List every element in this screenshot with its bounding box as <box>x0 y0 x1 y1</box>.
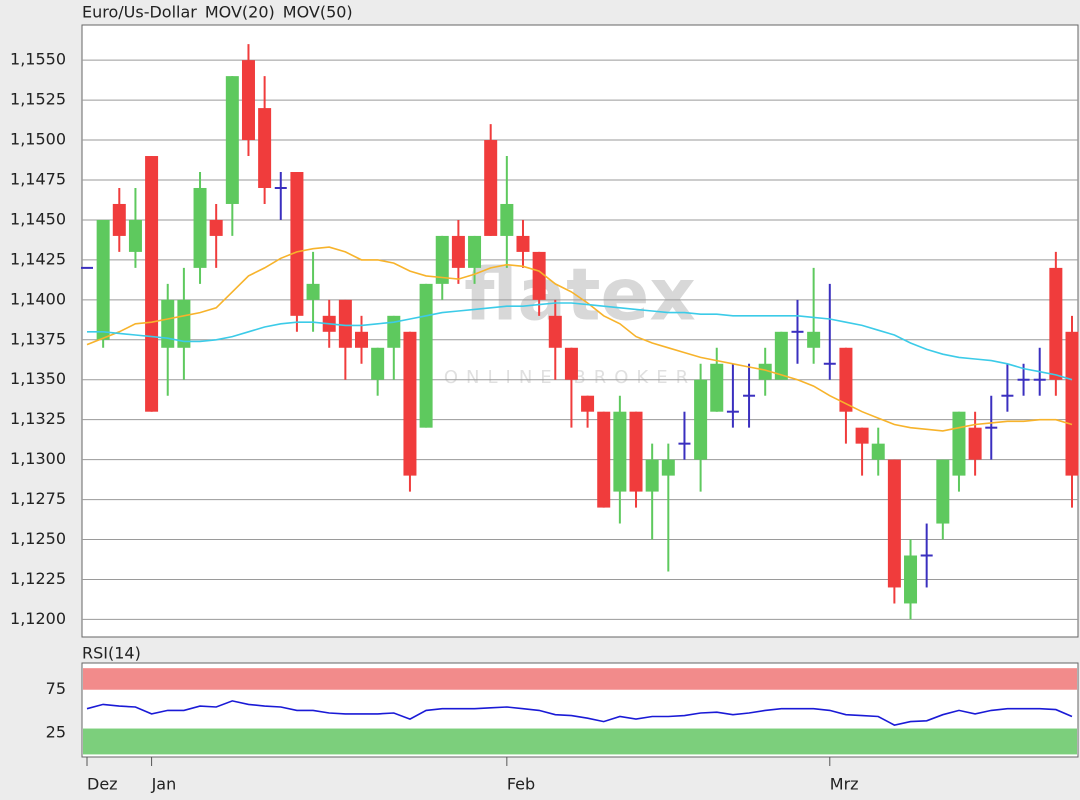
candle-body <box>516 235 530 252</box>
legend-entry: MOV(20) <box>205 3 275 22</box>
candle-body <box>855 427 869 444</box>
x-tick-label: Dez <box>87 775 118 794</box>
candle-body <box>225 76 239 204</box>
candle-body <box>694 379 708 460</box>
y-tick-label: 1,1550 <box>10 50 66 69</box>
candle-body <box>451 235 465 268</box>
x-tick-label: Feb <box>507 775 535 794</box>
candle-body <box>548 315 562 348</box>
candle-body <box>419 283 433 428</box>
candle-body <box>306 283 320 300</box>
candle-body <box>904 555 918 604</box>
candle-body <box>839 347 853 412</box>
candle-body <box>887 459 901 588</box>
y-tick-label: 1,1325 <box>10 409 66 428</box>
candle-body <box>774 331 788 380</box>
candle-body <box>161 299 175 348</box>
candle-body <box>645 459 659 492</box>
y-tick-label: 1,1250 <box>10 529 66 548</box>
y-tick-label: 1,1500 <box>10 130 66 149</box>
rsi-label: RSI(14) <box>82 644 141 663</box>
y-tick-label: 1,1425 <box>10 249 66 268</box>
candle-body <box>952 411 966 476</box>
candle-body <box>209 219 223 236</box>
candle-body <box>96 219 110 340</box>
y-tick-label: 1,1225 <box>10 569 66 588</box>
candle-body <box>128 219 142 252</box>
y-tick-label: 1,1375 <box>10 329 66 348</box>
candle-body <box>936 459 950 524</box>
candle-body <box>290 172 304 316</box>
y-tick-label: 1,1275 <box>10 489 66 508</box>
y-tick-label: 1,1300 <box>10 449 66 468</box>
candle-body <box>355 331 369 348</box>
candle-body <box>710 363 724 412</box>
band <box>83 728 1077 755</box>
candle-body <box>403 331 417 476</box>
y-tick-label: 1,1400 <box>10 289 66 308</box>
legend-entry: MOV(50) <box>283 3 353 22</box>
candle-body <box>871 443 885 460</box>
candle-body <box>661 459 675 476</box>
candle-body <box>500 203 514 236</box>
candle-body <box>241 60 255 141</box>
y-tick-label: 75 <box>46 679 66 698</box>
candle-body <box>1049 267 1063 380</box>
line <box>86 700 1073 726</box>
candle-body <box>435 235 449 284</box>
candle-body <box>968 427 982 460</box>
candle-body <box>629 411 643 492</box>
candle-body <box>468 235 482 268</box>
candle-body <box>387 315 401 348</box>
line <box>86 246 1073 432</box>
line <box>87 302 1073 381</box>
candle-body <box>145 156 159 412</box>
y-tick-label: 1,1200 <box>10 609 66 628</box>
x-tick-label: Mrz <box>830 775 859 794</box>
candle-body <box>758 363 772 380</box>
candle-body <box>597 411 611 508</box>
candle-body <box>193 187 207 268</box>
candle-body <box>564 347 578 380</box>
y-tick-label: 25 <box>46 722 66 741</box>
y-tick-label: 1,1450 <box>10 209 66 228</box>
candle-body <box>1065 331 1079 476</box>
candle-body <box>581 395 595 412</box>
candle-body <box>258 108 272 188</box>
band <box>83 668 1077 690</box>
candle-body <box>177 299 191 348</box>
candle-body <box>807 331 821 348</box>
legend-entry: Euro/Us-Dollar <box>82 3 197 22</box>
candle-body <box>532 251 546 300</box>
y-tick-label: 1,1525 <box>10 90 66 109</box>
candle-body <box>371 347 385 380</box>
y-tick-label: 1,1475 <box>10 169 66 188</box>
y-tick-label: 1,1350 <box>10 369 66 388</box>
candle-body <box>613 411 627 492</box>
watermark: flatex <box>464 253 696 337</box>
candle-body <box>484 140 498 236</box>
candle-body <box>112 203 126 236</box>
candle-body <box>338 299 352 348</box>
x-tick-label: Jan <box>151 775 177 794</box>
